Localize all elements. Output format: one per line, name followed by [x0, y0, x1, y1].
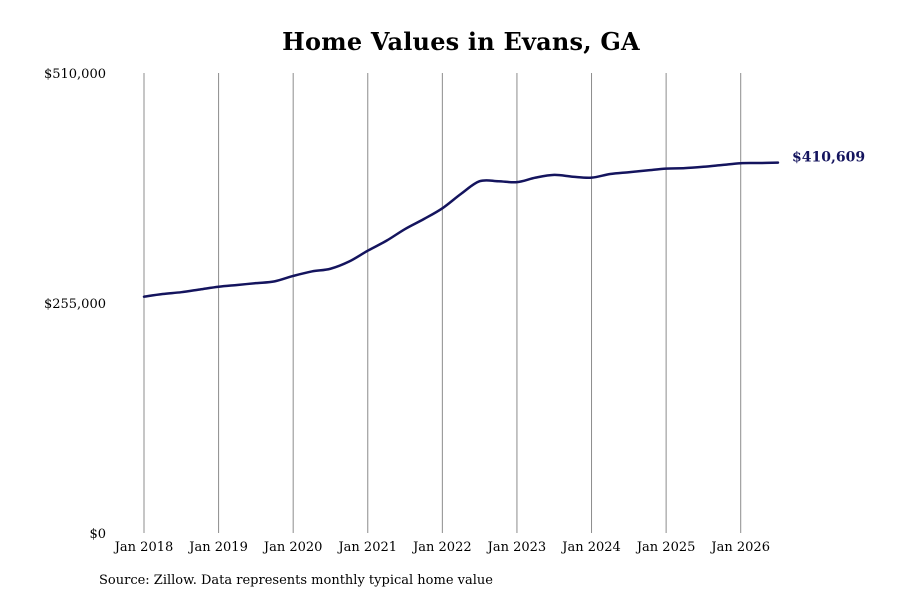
label-layer: $410,609 [792, 150, 865, 166]
x-tick-label: Jan 2022 [411, 540, 472, 555]
chart-title: Home Values in Evans, GA [282, 27, 640, 56]
y-tick-label: $255,000 [44, 297, 106, 312]
x-tick-label: Jan 2026 [709, 540, 770, 555]
end-value-label: $410,609 [792, 150, 865, 166]
x-tick-label: Jan 2020 [262, 540, 323, 555]
y-tick-label: $510,000 [44, 67, 106, 82]
x-tick-label: Jan 2024 [560, 540, 621, 555]
y-axis-ticks: $510,000 $255,000 $0 [44, 67, 106, 542]
series-line [142, 161, 780, 298]
x-tick-label: Jan 2023 [486, 540, 547, 555]
x-tick-label: Jan 2019 [187, 540, 248, 555]
grid-lines [143, 73, 742, 533]
x-tick-label: Jan 2025 [635, 540, 696, 555]
x-tick-label: Jan 2021 [336, 540, 397, 555]
x-tick-label: Jan 2018 [113, 540, 174, 555]
source-note: Source: Zillow. Data represents monthly … [99, 573, 493, 588]
series-layer [142, 161, 780, 298]
x-axis-ticks: Jan 2018 Jan 2019 Jan 2020 Jan 2021 Jan 2022… [113, 540, 770, 555]
y-tick-label: $0 [89, 527, 106, 542]
